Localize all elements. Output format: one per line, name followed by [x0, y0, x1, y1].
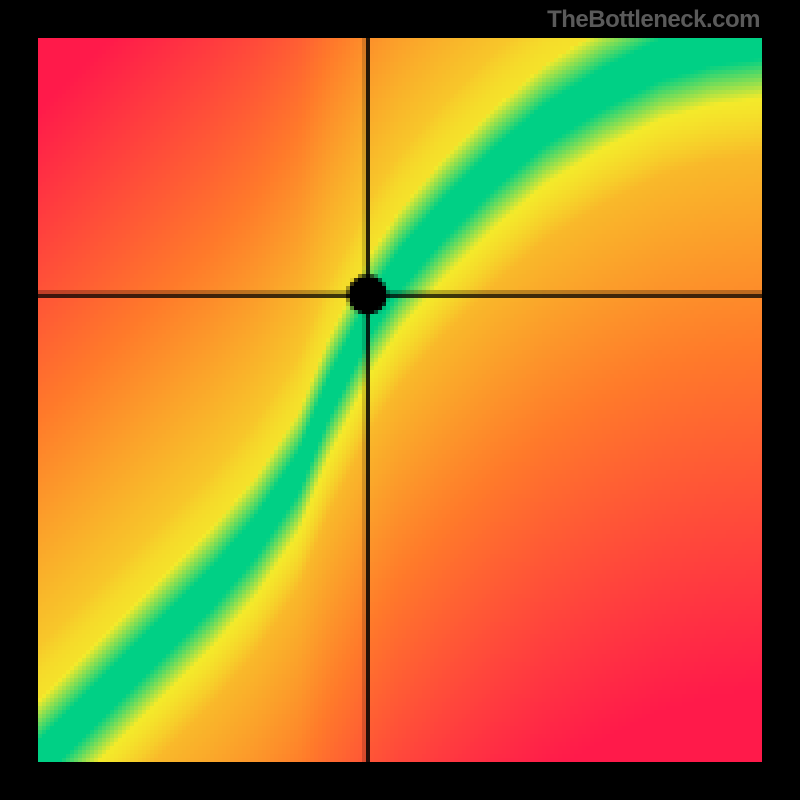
heatmap-canvas: [38, 38, 762, 762]
chart-container: TheBottleneck.com: [0, 0, 800, 800]
watermark-text: TheBottleneck.com: [547, 6, 760, 34]
heatmap-plot: [38, 38, 762, 762]
